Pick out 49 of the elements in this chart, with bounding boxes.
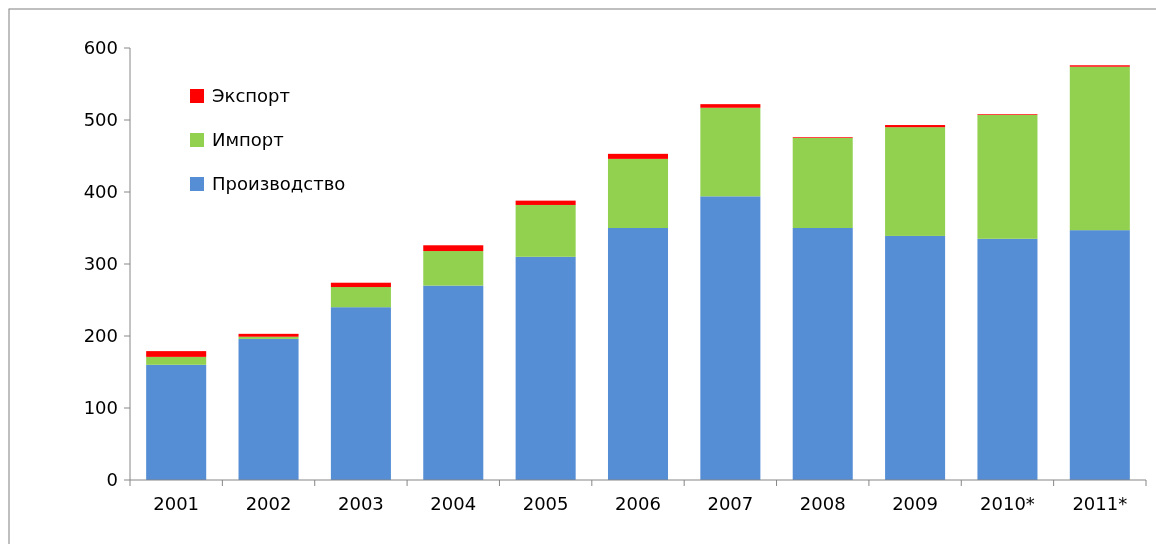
bar (700, 107, 761, 197)
x-tick-label: 2008 (799, 493, 846, 514)
bar (515, 200, 576, 205)
bar (238, 338, 299, 480)
bar (977, 114, 1038, 239)
x-tick-label: 2009 (892, 493, 938, 514)
x-tick-label: 2005 (522, 493, 569, 514)
bar (607, 158, 669, 228)
bar (885, 235, 946, 480)
bar (977, 238, 1038, 480)
bar (423, 285, 484, 480)
bar (1069, 230, 1130, 480)
bar (146, 356, 207, 365)
bar (330, 282, 391, 288)
y-tick-label: 600 (83, 37, 118, 59)
bar (700, 104, 761, 108)
y-tick-label: 200 (83, 325, 118, 347)
bar (792, 138, 853, 228)
x-tick-label: 2006 (615, 493, 661, 514)
x-tick-label: 2002 (245, 493, 292, 514)
x-tick-label: 2007 (707, 493, 754, 514)
bar (515, 256, 576, 480)
bar (792, 228, 853, 480)
x-tick-label: 2001 (153, 493, 200, 514)
bar (700, 196, 761, 480)
bar (146, 351, 207, 357)
bar (330, 287, 391, 308)
y-tick-label: 100 (83, 397, 118, 419)
legend-label: Производство (212, 173, 346, 195)
legend-label: Импорт (212, 129, 284, 151)
x-tick-label: 2011* (1072, 493, 1128, 514)
bar (330, 307, 391, 480)
bar (146, 364, 207, 480)
legend-label: Экспорт (212, 85, 291, 107)
bar (423, 245, 484, 252)
bar (885, 127, 946, 236)
y-tick-label: 500 (83, 109, 118, 131)
y-tick-label: 0 (106, 469, 118, 491)
bar (607, 228, 669, 480)
x-tick-label: 2004 (430, 493, 477, 514)
x-tick-label: 2010* (980, 493, 1035, 514)
bar (607, 153, 669, 159)
bar (423, 251, 484, 286)
bar (515, 204, 576, 257)
x-tick-label: 2003 (338, 493, 384, 514)
y-tick-label: 400 (83, 181, 118, 203)
y-tick-label: 300 (83, 253, 118, 275)
bar (885, 125, 946, 128)
bar (1069, 66, 1130, 231)
